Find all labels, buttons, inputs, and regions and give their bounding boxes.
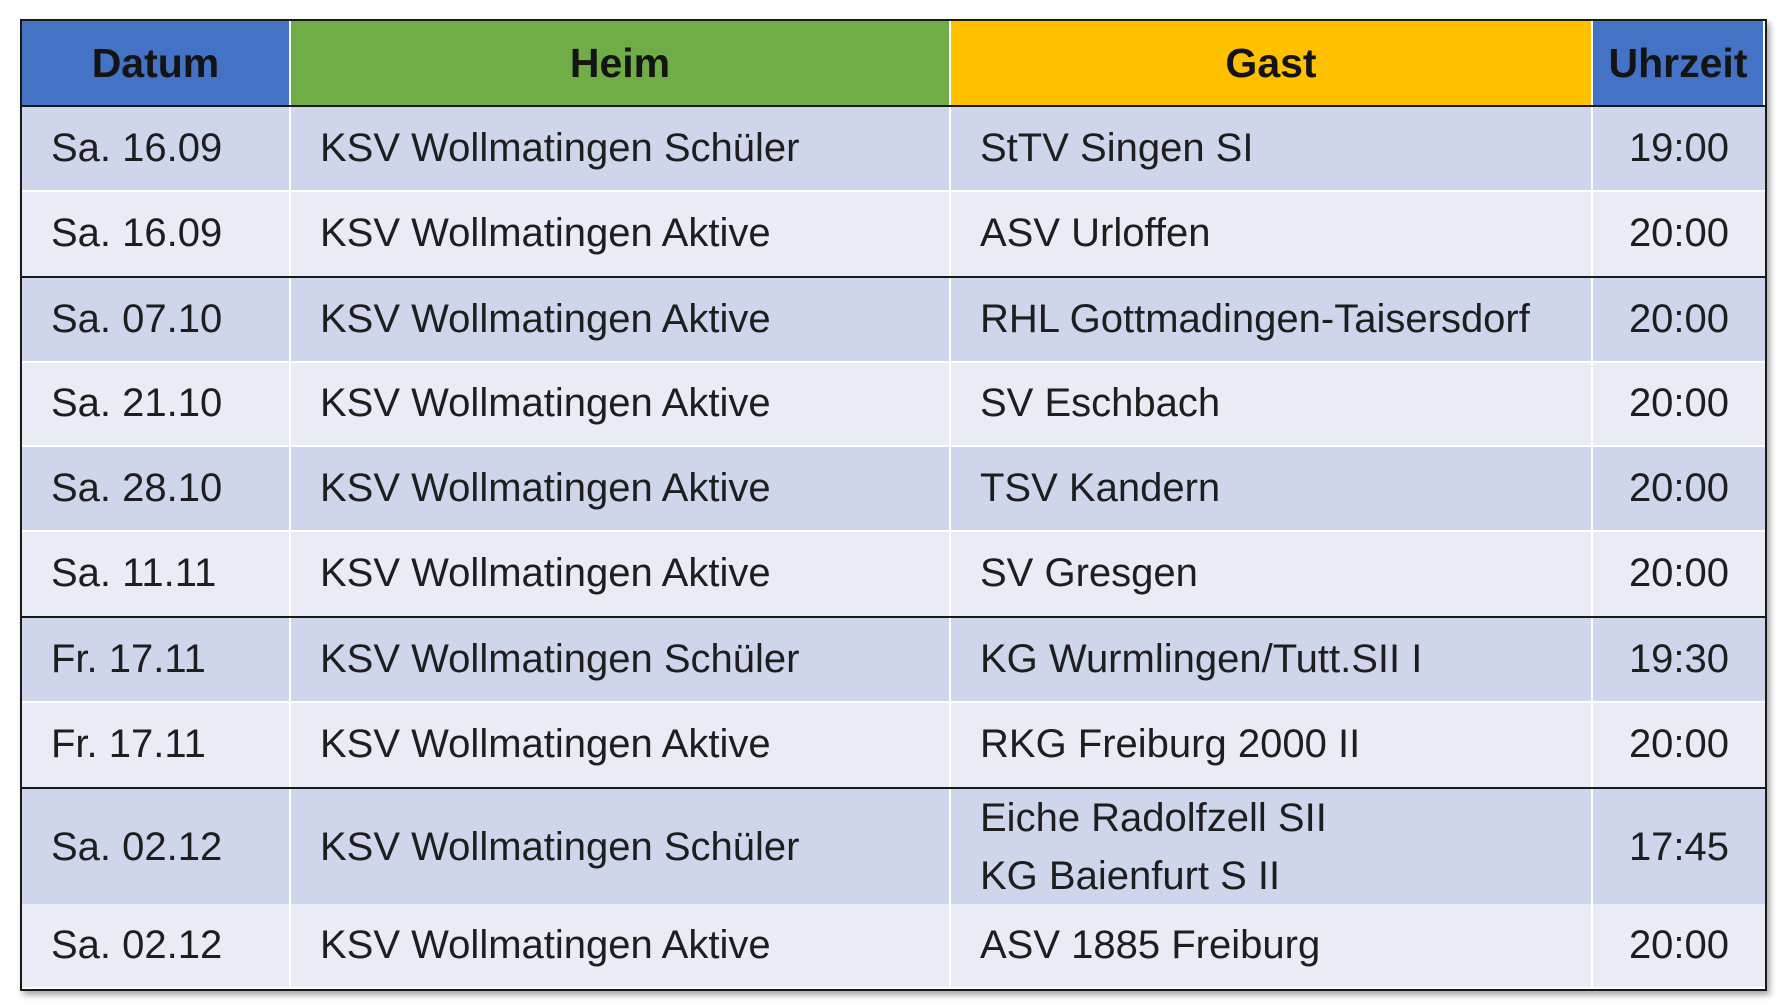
table-row: Sa. 07.10 KSV Wollmatingen Aktive RHL Go…	[22, 278, 1765, 363]
cell-datum: Sa. 07.10	[22, 278, 291, 363]
cell-uhrzeit: 20:00	[1593, 447, 1765, 532]
cell-uhrzeit: 19:30	[1593, 618, 1765, 703]
match-schedule-table: Datum Heim Gast Uhrzeit Sa. 16.09 KSV Wo…	[20, 19, 1767, 991]
cell-gast: TSV Kandern	[951, 447, 1593, 532]
cell-uhrzeit: 20:00	[1593, 191, 1765, 276]
cell-datum: Fr. 17.11	[22, 702, 291, 787]
cell-heim: KSV Wollmatingen Aktive	[291, 362, 951, 447]
column-header-datum: Datum	[22, 21, 291, 105]
cell-gast: StTV Singen SI	[951, 107, 1593, 192]
table-header-row: Datum Heim Gast Uhrzeit	[22, 21, 1765, 107]
cell-datum: Sa. 16.09	[22, 107, 291, 192]
cell-uhrzeit: 17:45	[1593, 789, 1765, 907]
column-header-heim: Heim	[291, 21, 951, 105]
cell-heim: KSV Wollmatingen Aktive	[291, 702, 951, 787]
cell-heim: KSV Wollmatingen Aktive	[291, 447, 951, 532]
cell-gast: SV Eschbach	[951, 362, 1593, 447]
table-row: Fr. 17.11 KSV Wollmatingen Aktive RKG Fr…	[22, 702, 1765, 789]
cell-gast-line-1: Eiche Radolfzell SII	[980, 796, 1327, 840]
table-row: Sa. 16.09 KSV Wollmatingen Aktive ASV Ur…	[22, 191, 1765, 278]
cell-uhrzeit: 20:00	[1593, 278, 1765, 363]
cell-datum: Sa. 16.09	[22, 191, 291, 276]
cell-uhrzeit: 20:00	[1593, 531, 1765, 616]
cell-datum: Sa. 11.11	[22, 531, 291, 616]
cell-uhrzeit: 20:00	[1593, 904, 1765, 989]
cell-datum: Fr. 17.11	[22, 618, 291, 703]
cell-gast: RHL Gottmadingen-Taisersdorf	[951, 278, 1593, 363]
cell-datum: Sa. 21.10	[22, 362, 291, 447]
cell-uhrzeit: 20:00	[1593, 362, 1765, 447]
cell-gast: KG Wurmlingen/Tutt.SII I	[951, 618, 1593, 703]
table-row: Sa. 21.10 KSV Wollmatingen Aktive SV Esc…	[22, 362, 1765, 447]
table-row: Sa. 11.11 KSV Wollmatingen Aktive SV Gre…	[22, 531, 1765, 618]
cell-datum: Sa. 28.10	[22, 447, 291, 532]
table-row: Sa. 28.10 KSV Wollmatingen Aktive TSV Ka…	[22, 447, 1765, 532]
cell-heim: KSV Wollmatingen Schüler	[291, 789, 951, 907]
cell-heim: KSV Wollmatingen Aktive	[291, 531, 951, 616]
cell-gast: RKG Freiburg 2000 II	[951, 702, 1593, 787]
cell-gast-line-2: KG Baienfurt S II	[980, 854, 1281, 898]
cell-datum: Sa. 02.12	[22, 789, 291, 907]
cell-gast: SV Gresgen	[951, 531, 1593, 616]
cell-heim: KSV Wollmatingen Aktive	[291, 904, 951, 989]
cell-gast: ASV Urloffen	[951, 191, 1593, 276]
cell-heim: KSV Wollmatingen Aktive	[291, 191, 951, 276]
column-header-gast: Gast	[951, 21, 1593, 105]
cell-uhrzeit: 19:00	[1593, 107, 1765, 192]
cell-datum: Sa. 02.12	[22, 904, 291, 989]
cell-uhrzeit: 20:00	[1593, 702, 1765, 787]
table-row: Fr. 17.11 KSV Wollmatingen Schüler KG Wu…	[22, 618, 1765, 703]
column-header-uhrzeit: Uhrzeit	[1593, 21, 1765, 105]
table-row: Sa. 02.12 KSV Wollmatingen Aktive ASV 18…	[22, 904, 1765, 989]
cell-heim: KSV Wollmatingen Schüler	[291, 107, 951, 192]
table-row: Sa. 16.09 KSV Wollmatingen Schüler StTV …	[22, 107, 1765, 192]
table-row: Sa. 02.12 KSV Wollmatingen Schüler Eiche…	[22, 789, 1765, 907]
cell-gast: Eiche Radolfzell SII KG Baienfurt S II	[951, 789, 1593, 907]
cell-heim: KSV Wollmatingen Aktive	[291, 278, 951, 363]
cell-heim: KSV Wollmatingen Schüler	[291, 618, 951, 703]
cell-gast: ASV 1885 Freiburg	[951, 904, 1593, 989]
